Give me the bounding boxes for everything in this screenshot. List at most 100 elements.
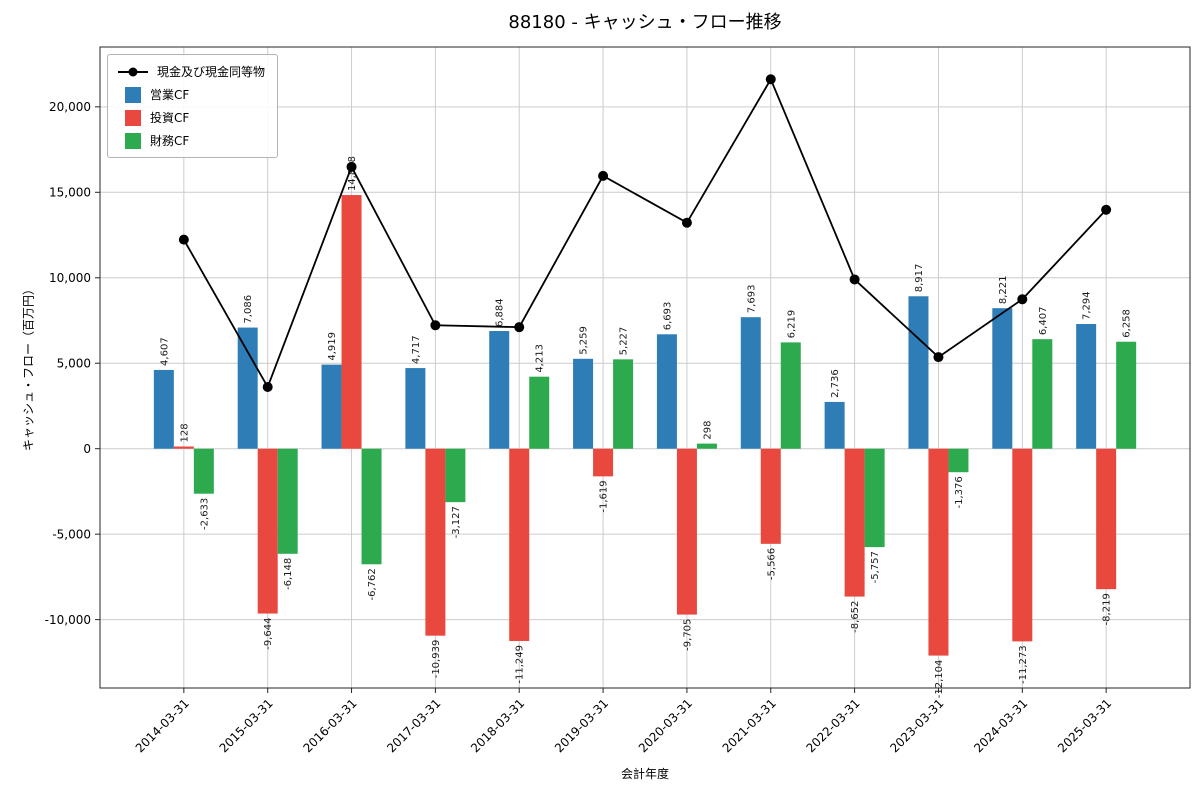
bar	[740, 317, 761, 449]
bar-value-label: 4,717	[411, 335, 422, 364]
bar	[780, 342, 801, 449]
legend-item-investing-cf: 投資CF	[118, 109, 265, 126]
bar	[1116, 341, 1137, 449]
bar-value-label: -11,273	[1018, 645, 1029, 684]
bar-value-label: 298	[702, 421, 713, 440]
bar-value-label: 7,086	[243, 295, 254, 324]
bar	[656, 334, 677, 449]
bar	[1032, 339, 1053, 449]
bar-value-label: 8,221	[998, 276, 1009, 305]
bar-value-label: 6,407	[1038, 307, 1049, 336]
x-tick-label: 2023-03-31	[887, 696, 946, 755]
legend: 現金及び現金同等物 営業CF 投資CF 財務CF	[107, 54, 279, 158]
line-marker	[765, 74, 776, 85]
cash-line-path	[183, 77, 1107, 390]
y-tick-label: 5,000	[57, 356, 91, 370]
bar	[153, 369, 174, 449]
bar-value-label: 4,607	[159, 337, 170, 366]
bar-value-label: -6,762	[367, 568, 378, 600]
line-marker	[598, 170, 609, 181]
bar-value-label: -12,104	[934, 660, 945, 699]
bar-value-label: 5,259	[579, 326, 590, 355]
bar-series-2	[193, 339, 1137, 565]
bar	[529, 376, 550, 449]
bar	[593, 448, 614, 477]
bar-value-label: -11,249	[515, 645, 526, 684]
line-marker	[346, 161, 357, 172]
bar	[257, 448, 278, 614]
bar-value-label: 6,884	[495, 298, 506, 327]
bar-value-label: -5,566	[766, 548, 777, 580]
x-tick-label: 2020-03-31	[636, 696, 695, 755]
bar-value-label: -9,705	[682, 619, 693, 651]
bar	[696, 443, 717, 449]
y-tick-label: 15,000	[49, 185, 91, 199]
legend-item-operating-cf: 営業CF	[118, 86, 265, 103]
bar	[613, 359, 634, 449]
blue-swatch-icon	[125, 86, 141, 103]
bar-value-label: -9,644	[263, 618, 274, 650]
x-axis-label: 会計年度	[620, 767, 669, 781]
bar	[321, 364, 342, 449]
bar	[948, 448, 969, 473]
bar	[864, 448, 885, 548]
bar	[237, 327, 258, 449]
bar-value-label: 6,219	[786, 310, 797, 339]
x-tick-label: 2014-03-31	[133, 696, 192, 755]
bar	[844, 448, 865, 597]
line-marker	[178, 234, 189, 245]
y-tick-label: -10,000	[45, 613, 91, 627]
legend-label-financing-cf: 財務CF	[150, 134, 190, 148]
line-marker	[514, 322, 525, 333]
bar-value-label: -10,939	[431, 640, 442, 679]
cash-line	[178, 74, 1112, 392]
bar	[405, 368, 426, 449]
bar	[489, 331, 510, 449]
red-swatch-icon	[125, 109, 141, 126]
bar-value-label: -5,757	[870, 551, 881, 583]
x-tick-label: 2025-03-31	[1055, 696, 1114, 755]
line-marker	[681, 217, 692, 228]
bar	[908, 296, 929, 449]
y-tick-label: 10,000	[49, 271, 91, 285]
bar-value-label: -1,376	[954, 476, 965, 508]
bar	[277, 448, 298, 554]
bar	[361, 448, 382, 565]
bar	[676, 448, 697, 615]
line-marker	[1017, 294, 1028, 305]
bar	[760, 448, 781, 544]
bar-value-label: 5,227	[619, 327, 630, 356]
bar-value-labels: 4,607 7,086 4,919 4,717 6,884 5,259 6,693 7,693…	[159, 156, 1132, 698]
bar-value-label: 7,294	[1082, 291, 1093, 320]
axes-frame	[99, 46, 1191, 689]
bar-value-label: 128	[179, 423, 190, 442]
legend-label-investing-cf: 投資CF	[150, 111, 190, 125]
line-marker	[933, 352, 944, 363]
bar	[573, 358, 594, 449]
legend-item-financing-cf: 財務CF	[118, 132, 265, 149]
x-tick-label: 2015-03-31	[217, 696, 276, 755]
y-tick-label: -5,000	[52, 527, 91, 541]
bar-value-label: 4,213	[535, 344, 546, 373]
bar-value-label: 6,258	[1122, 309, 1133, 338]
bar	[1012, 448, 1033, 642]
x-tick-label: 2019-03-31	[552, 696, 611, 755]
y-tick-label: 0	[83, 442, 91, 456]
bar-value-label: -1,619	[599, 480, 610, 512]
bar	[193, 448, 214, 494]
bar	[928, 448, 949, 656]
bar	[509, 448, 530, 641]
legend-item-cash: 現金及び現金同等物	[118, 63, 265, 80]
chart-title: 88180 - キャッシュ・フロー推移	[508, 12, 782, 33]
x-tick-label: 2021-03-31	[720, 696, 779, 755]
bar-value-label: -3,127	[451, 506, 462, 538]
line-marker-icon	[118, 67, 148, 76]
bar-value-label: -2,633	[199, 498, 210, 530]
x-tick-label: 2018-03-31	[468, 696, 527, 755]
bar	[173, 446, 194, 449]
bar-value-label: -6,148	[283, 558, 294, 590]
bar-value-label: 8,917	[914, 264, 925, 293]
bar	[1076, 324, 1097, 449]
line-marker	[849, 274, 860, 285]
